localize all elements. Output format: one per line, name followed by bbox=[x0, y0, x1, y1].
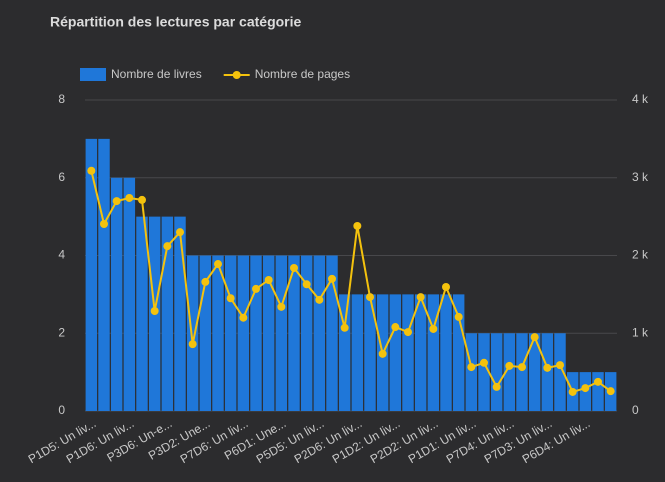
point bbox=[518, 363, 526, 372]
point bbox=[315, 295, 324, 304]
bar bbox=[250, 255, 262, 411]
legend-label: Nombre de pages bbox=[255, 67, 350, 81]
point bbox=[264, 275, 273, 284]
bar bbox=[262, 255, 275, 411]
y2-tick-label: 1 k bbox=[632, 325, 649, 339]
bar bbox=[592, 372, 604, 411]
chart-title: Répartition des lectures par catégorie bbox=[50, 14, 302, 30]
point bbox=[252, 284, 260, 293]
point bbox=[290, 263, 298, 272]
y2-tick-label: 3 k bbox=[632, 170, 649, 184]
bar bbox=[186, 255, 199, 411]
point bbox=[480, 358, 488, 367]
y2-tick-label: 4 k bbox=[632, 92, 649, 106]
point bbox=[125, 193, 134, 202]
bar bbox=[389, 294, 402, 411]
bar bbox=[237, 255, 250, 411]
point bbox=[556, 361, 564, 370]
bar bbox=[528, 333, 541, 411]
point bbox=[87, 166, 96, 175]
point bbox=[176, 228, 184, 237]
bar bbox=[490, 333, 503, 411]
point bbox=[163, 242, 172, 251]
y2-tick-label: 0 bbox=[632, 403, 639, 417]
point bbox=[353, 221, 362, 230]
bar bbox=[174, 216, 186, 411]
bar bbox=[326, 255, 338, 411]
point bbox=[454, 312, 463, 321]
bar bbox=[85, 138, 98, 411]
point bbox=[442, 282, 450, 291]
point bbox=[150, 307, 159, 316]
point bbox=[277, 302, 286, 311]
bar bbox=[516, 333, 528, 411]
point bbox=[138, 195, 146, 204]
point bbox=[606, 387, 615, 396]
bar bbox=[123, 177, 136, 411]
bar bbox=[351, 294, 364, 411]
point bbox=[112, 197, 121, 206]
point bbox=[214, 260, 222, 269]
legend-label: Nombre de livres bbox=[111, 67, 202, 81]
point bbox=[416, 293, 425, 302]
bar bbox=[161, 216, 174, 411]
point bbox=[378, 349, 387, 358]
bar bbox=[440, 294, 452, 411]
bar bbox=[300, 255, 313, 411]
bar bbox=[313, 255, 326, 411]
y2-tick-label: 2 k bbox=[632, 248, 649, 262]
bar bbox=[478, 333, 490, 411]
bar bbox=[364, 294, 376, 411]
point bbox=[366, 293, 374, 302]
bar bbox=[275, 255, 288, 411]
point bbox=[226, 294, 235, 303]
point bbox=[581, 384, 590, 393]
y-tick-label: 2 bbox=[58, 325, 65, 339]
bar bbox=[212, 255, 224, 411]
bar bbox=[199, 255, 212, 411]
point bbox=[568, 387, 577, 396]
point bbox=[530, 333, 539, 342]
legend-swatch bbox=[80, 68, 106, 81]
point bbox=[492, 382, 501, 391]
point bbox=[340, 323, 349, 332]
point bbox=[391, 323, 400, 332]
bar bbox=[110, 177, 123, 411]
bar bbox=[288, 255, 300, 411]
point bbox=[302, 280, 311, 289]
point bbox=[467, 363, 476, 372]
point bbox=[239, 313, 248, 322]
point bbox=[328, 274, 336, 283]
point bbox=[543, 363, 552, 372]
bar bbox=[224, 255, 237, 411]
y-tick-label: 8 bbox=[58, 92, 65, 106]
bar bbox=[427, 294, 440, 411]
point bbox=[201, 277, 210, 286]
bar bbox=[554, 333, 566, 411]
bar bbox=[452, 294, 465, 411]
bar bbox=[338, 294, 351, 411]
point bbox=[505, 361, 514, 370]
point bbox=[429, 324, 438, 333]
y-tick-label: 0 bbox=[58, 403, 65, 417]
point bbox=[594, 377, 602, 386]
bar bbox=[98, 138, 110, 411]
bar bbox=[503, 333, 516, 411]
point bbox=[100, 220, 108, 229]
point bbox=[188, 340, 197, 349]
bar bbox=[465, 333, 478, 411]
bar bbox=[541, 333, 554, 411]
bar bbox=[414, 294, 427, 411]
bar bbox=[136, 216, 148, 411]
y-tick-label: 4 bbox=[58, 248, 65, 262]
y-tick-label: 6 bbox=[58, 170, 65, 184]
legend-swatch bbox=[232, 71, 241, 79]
bar bbox=[402, 294, 414, 411]
point bbox=[404, 328, 412, 337]
